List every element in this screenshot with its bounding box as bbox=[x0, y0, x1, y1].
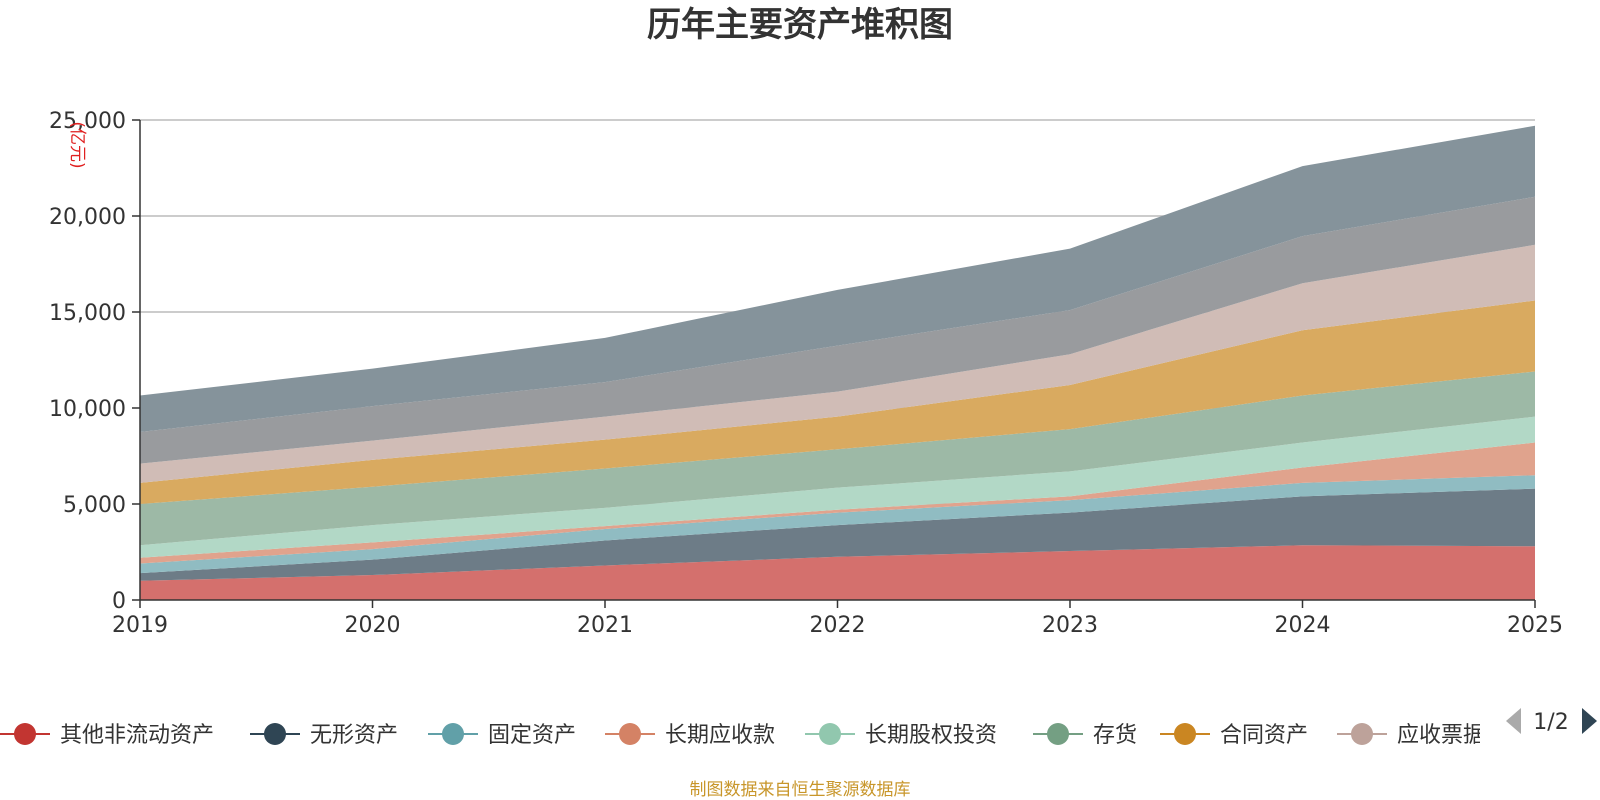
legend-items: 其他非流动资产 无形资产 固定资产 长期应收款 长期股权投资 存货 合同资产 应收票据 bbox=[0, 723, 1485, 748]
area-series-10[interactable] bbox=[140, 125, 1535, 432]
area-series-4[interactable] bbox=[140, 442, 1535, 564]
y-tick-label: 5,000 bbox=[63, 493, 126, 518]
legend-marker bbox=[1047, 723, 1069, 745]
x-tick-label: 2025 bbox=[1507, 613, 1563, 638]
x-tick-label: 2023 bbox=[1042, 613, 1098, 638]
legend-marker bbox=[442, 723, 464, 745]
legend-item[interactable]: 无形资产 bbox=[250, 723, 398, 748]
source-note: 制图数据来自恒生聚源数据库 bbox=[690, 780, 911, 800]
axis-layer: 0 5,000 10,000 15,000 20,000 25,000 2019 2020 20… bbox=[49, 109, 1563, 638]
area-series-5[interactable] bbox=[140, 416, 1535, 558]
legend-label: 长期股权投资 bbox=[865, 723, 997, 748]
triangle-right-icon[interactable] bbox=[1582, 708, 1597, 734]
area-series-2[interactable] bbox=[140, 488, 1535, 581]
x-tick-label: 2022 bbox=[810, 613, 866, 638]
area-layer bbox=[140, 125, 1535, 600]
x-tick-label: 2021 bbox=[577, 613, 633, 638]
area-series-8[interactable] bbox=[140, 244, 1535, 483]
legend-pager: 1/2 bbox=[1506, 708, 1597, 735]
y-tick-label: 20,000 bbox=[49, 205, 126, 230]
x-tick-label: 2020 bbox=[345, 613, 401, 638]
legend-item[interactable]: 固定资产 bbox=[428, 723, 576, 748]
legend-marker bbox=[14, 723, 36, 745]
legend-item[interactable]: 长期股权投资 bbox=[805, 723, 997, 748]
y-tick-label: 15,000 bbox=[49, 301, 126, 326]
area-series-9[interactable] bbox=[140, 196, 1535, 464]
legend: 其他非流动资产 无形资产 固定资产 长期应收款 长期股权投资 存货 合同资产 应收票据 bbox=[0, 723, 1485, 748]
area-series-3[interactable] bbox=[140, 475, 1535, 574]
legend-label: 长期应收款 bbox=[665, 723, 775, 748]
y-axis-unit: (亿元) bbox=[67, 121, 87, 168]
legend-page-indicator: 1/2 bbox=[1533, 710, 1568, 735]
area-series-6[interactable] bbox=[140, 371, 1535, 546]
legend-label: 其他非流动资产 bbox=[60, 723, 214, 748]
x-tick-label: 2024 bbox=[1275, 613, 1331, 638]
y-tick-label: 0 bbox=[112, 589, 126, 614]
legend-item[interactable]: 长期应收款 bbox=[605, 723, 775, 748]
legend-marker bbox=[619, 723, 641, 745]
legend-item[interactable]: 应收票据 bbox=[1337, 723, 1485, 748]
chart-title: 历年主要资产堆积图 bbox=[647, 5, 953, 45]
area-series-7[interactable] bbox=[140, 300, 1535, 504]
legend-item[interactable]: 合同资产 bbox=[1160, 723, 1308, 748]
legend-label: 合同资产 bbox=[1220, 723, 1308, 748]
y-tick-label: 25,000 bbox=[49, 109, 126, 134]
legend-label: 应收票据 bbox=[1397, 723, 1485, 748]
legend-marker bbox=[1174, 723, 1196, 745]
legend-label: 固定资产 bbox=[488, 723, 576, 748]
legend-marker bbox=[1351, 723, 1373, 745]
legend-marker bbox=[819, 723, 841, 745]
legend-label: 无形资产 bbox=[310, 723, 398, 748]
x-tick-label: 2019 bbox=[112, 613, 168, 638]
area-series-1[interactable] bbox=[140, 545, 1535, 600]
legend-item[interactable]: 存货 bbox=[1033, 723, 1137, 748]
legend-item[interactable]: 其他非流动资产 bbox=[0, 723, 214, 748]
y-tick-label: 10,000 bbox=[49, 397, 126, 422]
legend-label: 存货 bbox=[1093, 723, 1137, 748]
triangle-left-icon[interactable] bbox=[1506, 708, 1521, 734]
legend-marker bbox=[264, 723, 286, 745]
